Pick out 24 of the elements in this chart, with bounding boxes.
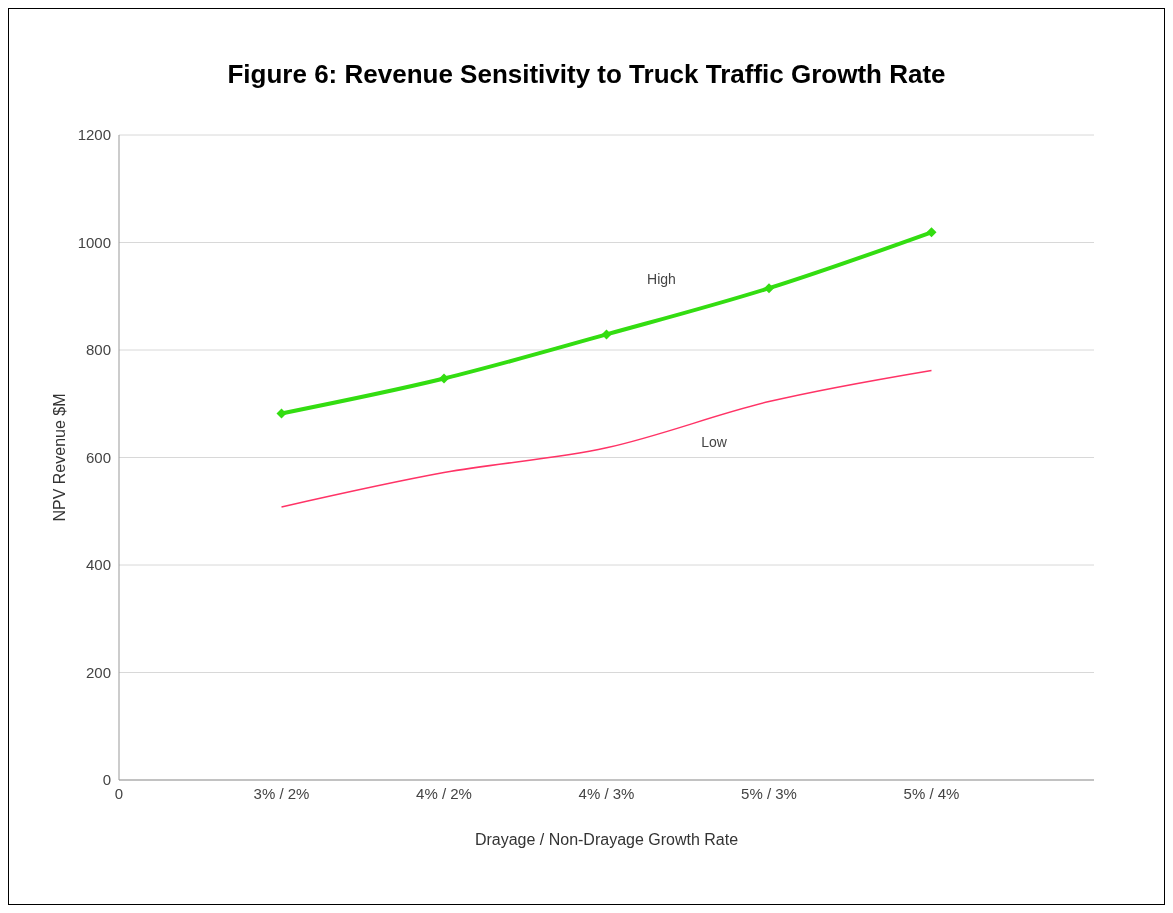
y-tick-label: 200 [85,663,111,681]
line-series [280,369,933,508]
point [276,408,287,419]
x-tick-label: 4% / 3% [578,784,635,802]
series-label: High [647,271,676,288]
y-tick-label: 600 [85,448,111,466]
chart-title: Figure 6: Revenue Sensitivity to Truck Traffic Growth Rate [226,59,947,90]
y-tick-label: 0 [102,771,111,789]
x-axis-title: Drayage / Non-Drayage Growth Rate [474,831,739,848]
x-tick-label: 5% / 4% [903,784,960,802]
x-tick-label: 0 [114,784,124,802]
y-tick-label: 800 [85,341,111,359]
y-tick-label: 1000 [77,233,111,251]
point [764,283,774,294]
x-tick-label: 5% / 3% [741,784,797,802]
y-tick-label: 1200 [77,126,111,144]
x-tick-label: 4% / 2% [416,784,472,802]
y-axis-title: NPV Revenue $M [50,393,68,522]
x-tick-label: 3% / 2% [253,784,310,802]
series-label: Low [701,433,728,450]
point [601,329,612,340]
point [926,227,937,238]
point [439,373,449,384]
y-tick-label: 400 [85,556,111,574]
